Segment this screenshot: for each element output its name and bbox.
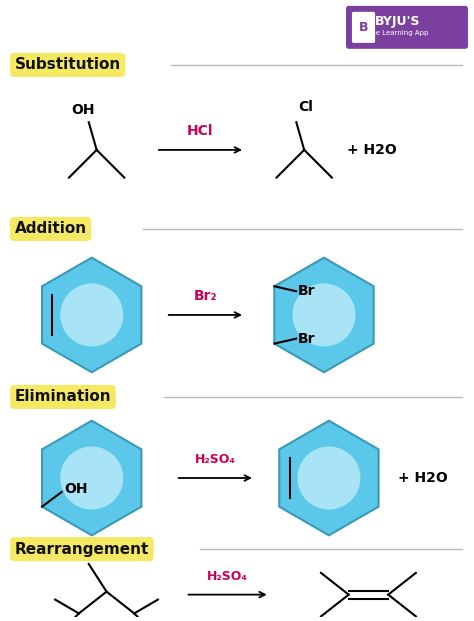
Text: OH: OH bbox=[71, 103, 95, 117]
Text: Elimination: Elimination bbox=[15, 389, 111, 404]
Text: OH: OH bbox=[75, 545, 99, 559]
Text: B: B bbox=[359, 21, 368, 34]
Polygon shape bbox=[279, 420, 379, 535]
Polygon shape bbox=[60, 283, 123, 347]
Text: HCl: HCl bbox=[187, 124, 214, 138]
Polygon shape bbox=[292, 283, 356, 347]
Text: H₂SO₄: H₂SO₄ bbox=[207, 570, 248, 582]
Text: Br₂: Br₂ bbox=[193, 289, 217, 303]
Text: The Learning App: The Learning App bbox=[367, 30, 429, 36]
Text: + H2O: + H2O bbox=[346, 143, 396, 157]
Text: Br: Br bbox=[298, 332, 316, 346]
Text: OH: OH bbox=[64, 482, 87, 496]
Text: Substitution: Substitution bbox=[15, 57, 121, 73]
FancyBboxPatch shape bbox=[346, 7, 467, 48]
Polygon shape bbox=[42, 258, 141, 372]
Text: Rearrangement: Rearrangement bbox=[15, 542, 149, 556]
Polygon shape bbox=[60, 446, 123, 509]
Text: Br: Br bbox=[298, 284, 316, 298]
Text: Cl: Cl bbox=[299, 101, 314, 114]
Polygon shape bbox=[42, 420, 141, 535]
Text: Addition: Addition bbox=[15, 222, 87, 237]
Polygon shape bbox=[274, 258, 374, 372]
FancyBboxPatch shape bbox=[353, 12, 374, 42]
Text: H₂SO₄: H₂SO₄ bbox=[195, 453, 236, 466]
Text: + H2O: + H2O bbox=[398, 471, 448, 485]
Polygon shape bbox=[297, 446, 360, 509]
Text: BYJU'S: BYJU'S bbox=[375, 15, 421, 28]
